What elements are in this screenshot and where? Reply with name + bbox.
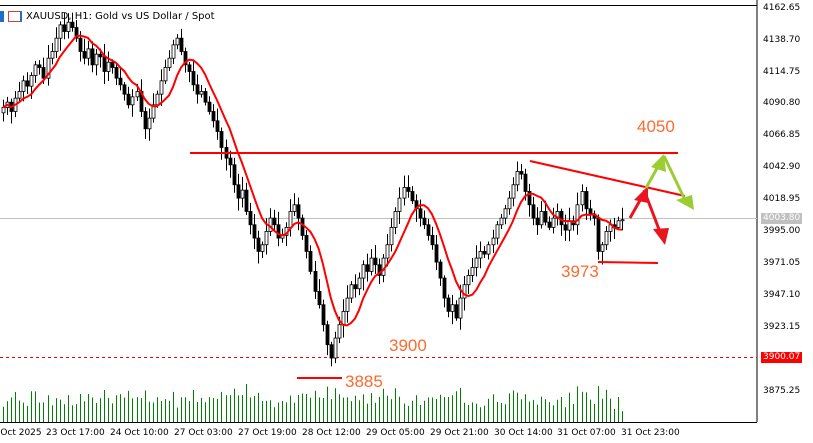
time-tick: 28 Oct 12:00 bbox=[302, 428, 361, 438]
bull-pullback-arrow-icon[interactable] bbox=[662, 155, 694, 210]
time-tick: 22 Oct 2025 bbox=[0, 428, 42, 438]
alert-price-badge[interactable]: 3900.07 bbox=[761, 352, 803, 363]
chart-title-bar: XAUUSD, H1: Gold vs US Dollar / Spot bbox=[0, 8, 215, 24]
time-tick: 23 Oct 17:00 bbox=[46, 428, 105, 438]
price-tick: 3923.15 bbox=[763, 322, 801, 332]
price-tick: 4042.90 bbox=[763, 162, 801, 172]
time-tick: 31 Oct 23:00 bbox=[621, 428, 680, 438]
time-tick: 30 Oct 14:00 bbox=[494, 428, 553, 438]
current-price-badge: 4003.80 bbox=[761, 213, 803, 224]
chart-title: XAUUSD, H1: Gold vs US Dollar / Spot bbox=[26, 10, 215, 22]
support-line-3973[interactable] bbox=[597, 261, 659, 264]
chart-window-icon bbox=[0, 10, 4, 22]
volume-bars bbox=[3, 383, 623, 422]
candlesticks bbox=[1, 12, 625, 367]
price-tick: 4114.75 bbox=[763, 67, 801, 77]
price-tick: 4018.95 bbox=[763, 194, 801, 204]
chart-template-icon[interactable] bbox=[8, 10, 22, 22]
price-tick: 3995.00 bbox=[763, 226, 801, 236]
bearish-arrow-icon[interactable] bbox=[642, 189, 669, 245]
price-tick: 4162.65 bbox=[763, 3, 801, 13]
price-tick: 3947.10 bbox=[763, 290, 801, 300]
time-tick: 27 Oct 19:00 bbox=[238, 428, 297, 438]
price-tick: 4066.85 bbox=[763, 130, 801, 140]
time-tick: 29 Oct 05:00 bbox=[366, 428, 425, 438]
time-tick: 24 Oct 10:00 bbox=[110, 428, 169, 438]
time-tick: 31 Oct 07:00 bbox=[557, 428, 616, 438]
price-tick: 4138.70 bbox=[763, 35, 801, 45]
moving-average-line bbox=[2, 34, 623, 327]
descending-trendline[interactable] bbox=[529, 160, 686, 197]
price-tick: 4090.80 bbox=[763, 98, 801, 108]
time-tick: 27 Oct 03:00 bbox=[174, 428, 233, 438]
bull-target-arrow-icon[interactable] bbox=[644, 154, 666, 189]
time-tick: 29 Oct 21:00 bbox=[430, 428, 489, 438]
price-tick: 3875.25 bbox=[763, 386, 801, 396]
price-tick: 3971.05 bbox=[763, 258, 801, 268]
annotation-3900: 3900 bbox=[389, 336, 427, 355]
annotation-4050: 4050 bbox=[637, 117, 675, 136]
annotation-3973: 3973 bbox=[561, 262, 599, 281]
annotation-3885: 3885 bbox=[345, 372, 383, 391]
